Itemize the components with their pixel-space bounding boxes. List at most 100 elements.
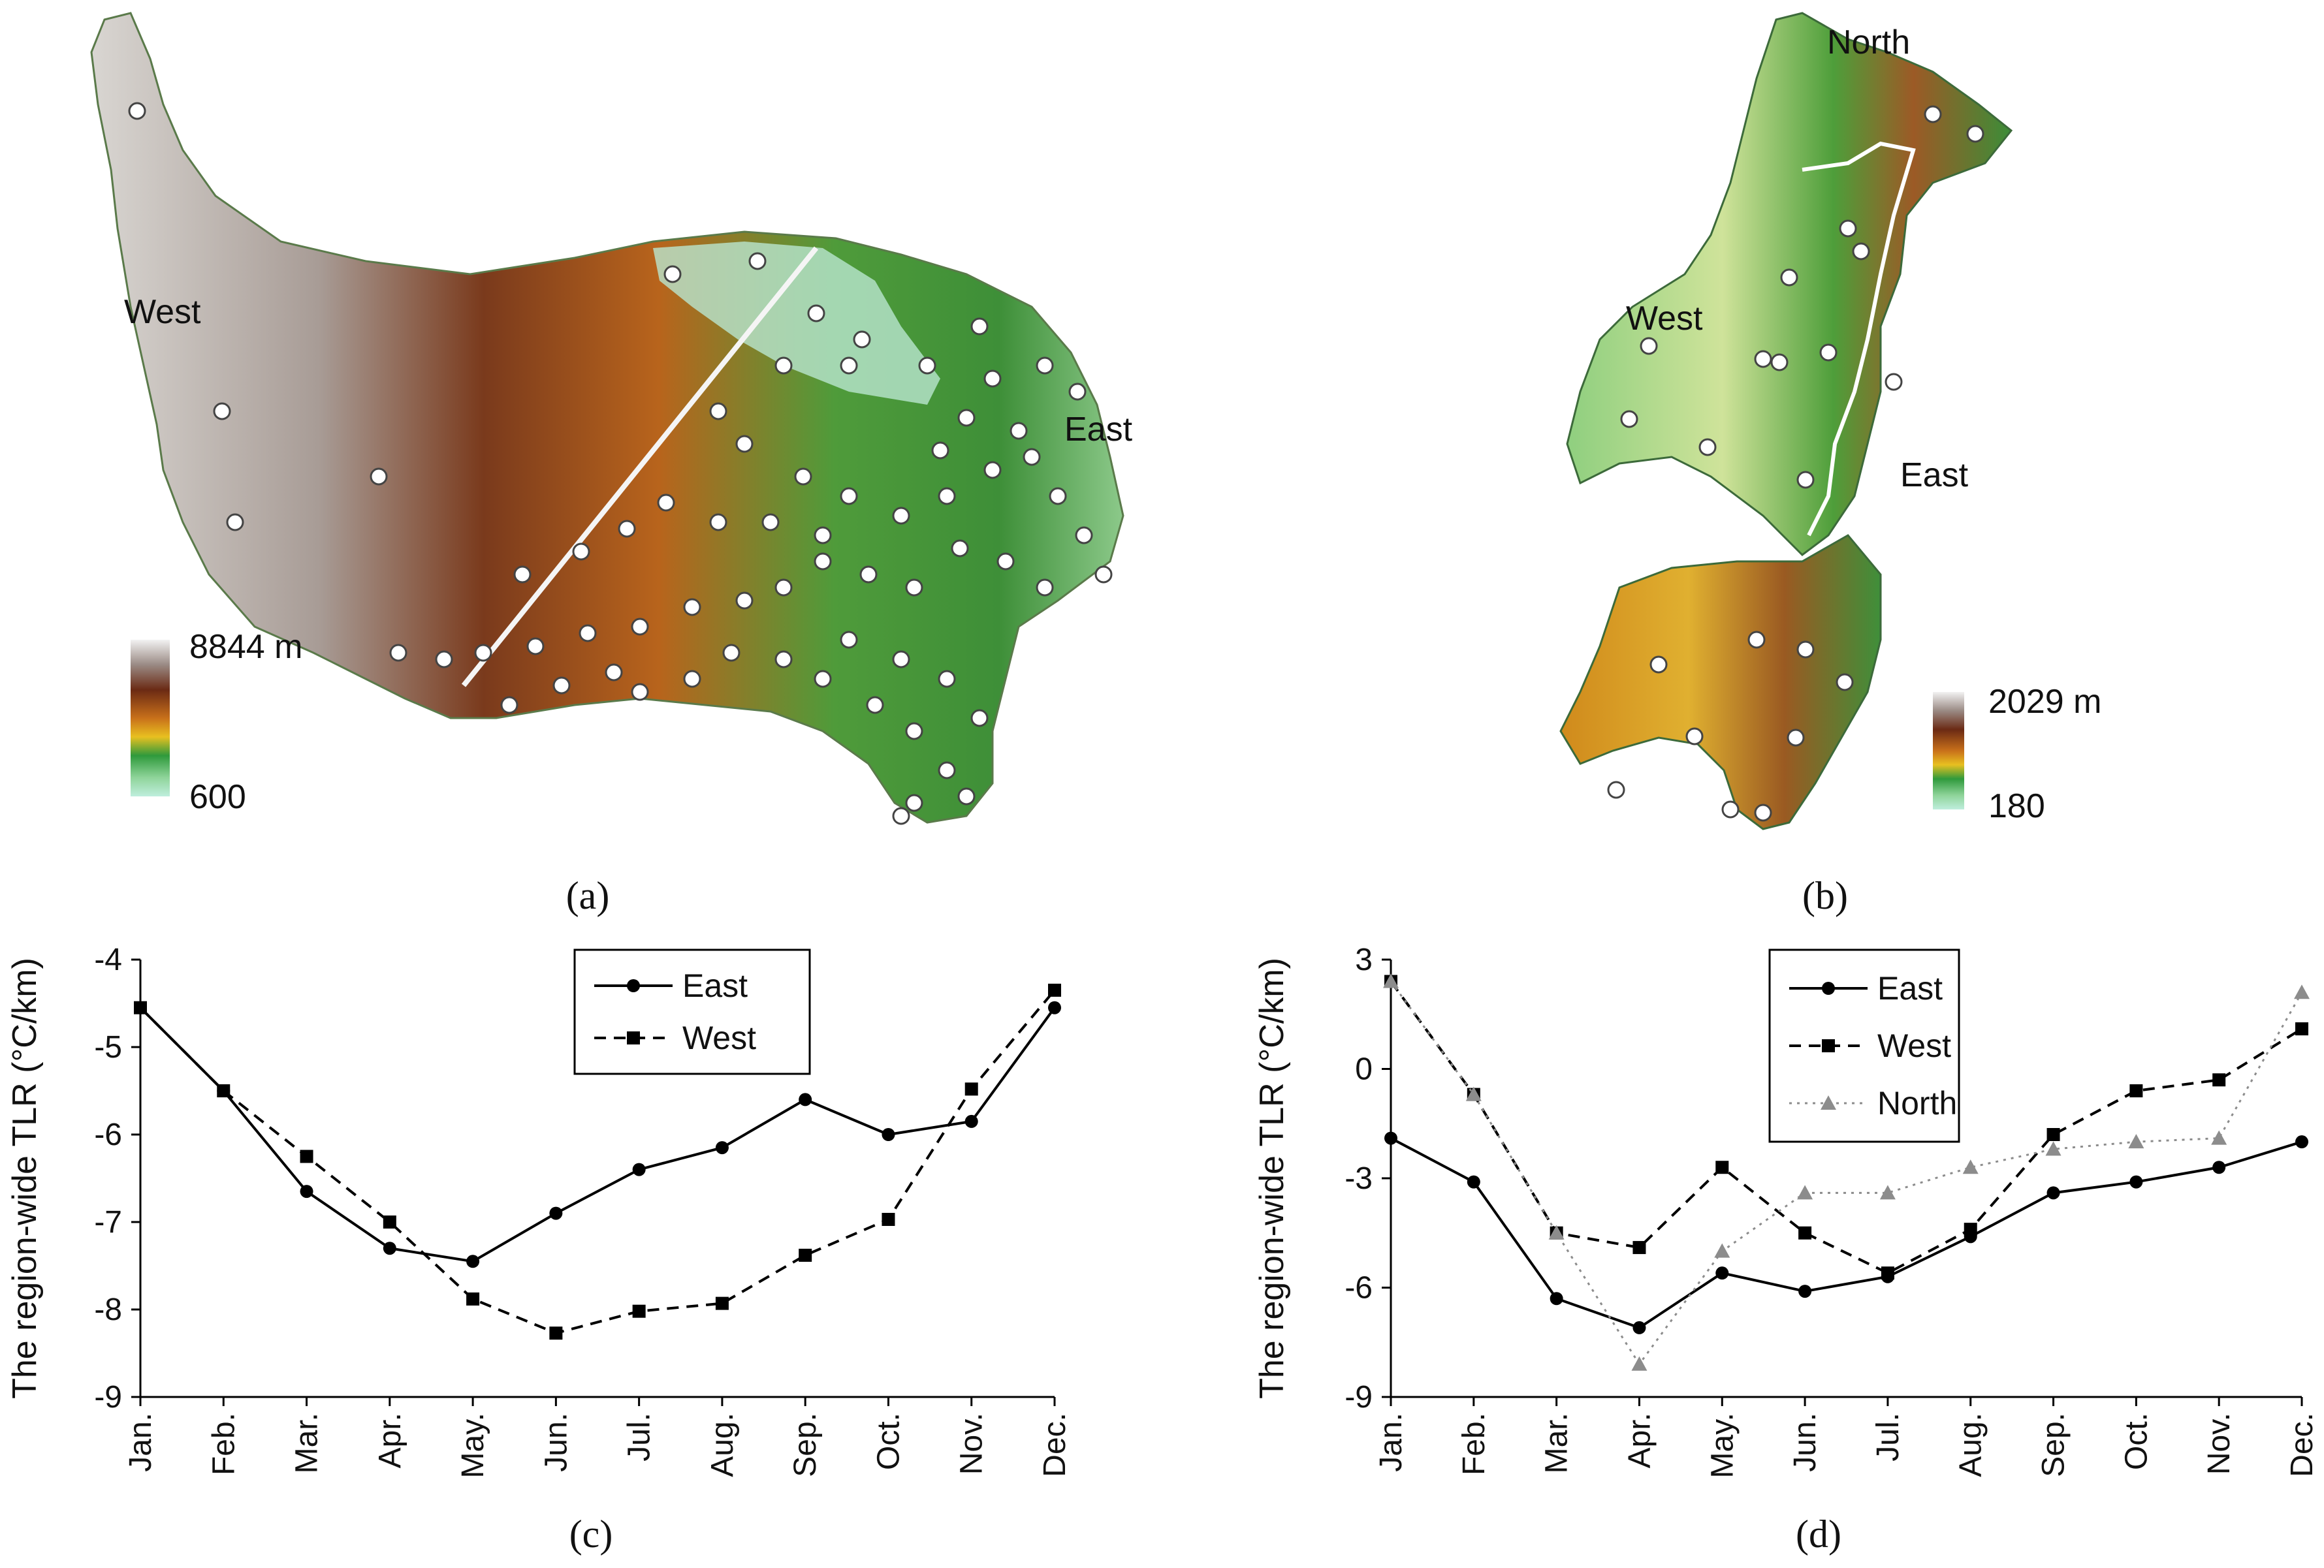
panel-b-boundary-line — [1802, 141, 1916, 537]
panel-b-label-west: West — [1626, 300, 1703, 337]
station-marker — [1852, 242, 1870, 260]
x-tick-label: Feb. — [1457, 1413, 1491, 1475]
x-tick-label: May. — [1705, 1413, 1740, 1478]
data-point-east — [1048, 1001, 1061, 1014]
station-marker — [748, 252, 767, 270]
station-marker — [983, 461, 1002, 479]
data-point-west — [799, 1248, 812, 1262]
station-marker — [1649, 655, 1668, 674]
legend-label-east: East — [1877, 970, 1943, 1007]
station-marker — [774, 650, 793, 668]
legend-label-east: East — [682, 967, 748, 1004]
data-point-east — [2212, 1161, 2226, 1174]
x-tick-label: Sep. — [2037, 1413, 2071, 1477]
x-tick-label: Jul. — [622, 1413, 657, 1462]
station-marker — [892, 507, 910, 525]
panel-d-caption: (d) — [1796, 1513, 1841, 1556]
station-marker — [631, 683, 649, 701]
station-marker — [814, 552, 832, 571]
station-marker — [128, 102, 146, 120]
data-point-north — [1383, 973, 1399, 988]
station-marker — [1796, 640, 1815, 659]
panel-b-label-north: North — [1827, 24, 1910, 61]
station-marker — [905, 578, 923, 597]
data-point-north — [2045, 1141, 2061, 1156]
data-point-west — [1715, 1161, 1729, 1174]
panel-b-scale-bottom: 180 — [1988, 787, 2045, 825]
panel-a-scale-top: 8844 m — [189, 628, 302, 666]
station-marker — [1839, 219, 1857, 238]
data-point-north — [1465, 1086, 1482, 1101]
panel-b-terrain-south — [1559, 534, 1882, 830]
station-marker — [840, 356, 858, 375]
x-tick-label: Dec. — [2285, 1413, 2319, 1477]
station-marker — [840, 631, 858, 649]
panel-a-terrain — [90, 12, 1124, 824]
panel-a-caption: (a) — [566, 874, 610, 917]
station-marker — [814, 526, 832, 544]
station-marker — [1620, 410, 1638, 428]
panel-b-scale-top: 2029 m — [1988, 683, 2101, 721]
station-marker — [709, 513, 727, 531]
x-tick-label: Jun. — [539, 1413, 573, 1472]
y-tick-label: 3 — [1355, 943, 1373, 977]
station-marker — [657, 494, 675, 512]
data-point-west — [882, 1212, 895, 1226]
station-marker — [500, 696, 518, 714]
station-marker — [774, 356, 793, 375]
x-tick-label: Nov. — [955, 1413, 989, 1475]
station-marker — [1754, 804, 1772, 822]
x-tick-label: Jan. — [1374, 1413, 1409, 1472]
station-marker — [389, 644, 407, 662]
station-marker — [938, 761, 956, 779]
y-axis-label: The region-wide TLR (°C/km) — [1253, 958, 1291, 1399]
station-marker — [840, 487, 858, 505]
data-point-north — [2294, 984, 2310, 999]
station-marker — [951, 539, 969, 557]
station-marker — [1924, 105, 1942, 123]
data-point-east — [882, 1128, 895, 1141]
station-marker — [1698, 438, 1717, 456]
data-point-north — [1548, 1225, 1565, 1240]
series-line-north — [1390, 980, 2303, 1366]
data-point-west — [2129, 1084, 2143, 1097]
x-tick-label: Aug. — [705, 1413, 740, 1477]
y-tick-label: -6 — [1345, 1271, 1373, 1306]
station-marker — [905, 722, 923, 740]
y-tick-label: -9 — [1345, 1380, 1373, 1415]
station-marker — [1787, 729, 1805, 747]
station-marker — [1049, 487, 1067, 505]
station-marker — [722, 644, 740, 662]
station-marker — [1836, 673, 1854, 691]
panel-b-elevation-scale — [1933, 692, 1964, 809]
data-point-east — [715, 1141, 729, 1155]
data-point-east — [300, 1185, 313, 1199]
station-marker — [735, 435, 754, 453]
x-tick-label: May. — [456, 1413, 490, 1478]
data-point-west — [549, 1326, 563, 1340]
station-marker — [683, 670, 701, 688]
panel-a-stations — [128, 102, 1113, 825]
data-point-north — [2211, 1130, 2227, 1145]
legend-label-west: West — [682, 1020, 756, 1056]
panel-b-map: North West East 2029 m 180 (b) — [1559, 12, 2101, 917]
x-tick-label: Sep. — [788, 1413, 823, 1477]
data-point-east — [964, 1114, 978, 1128]
y-tick-label: -9 — [94, 1380, 122, 1415]
station-marker — [474, 644, 492, 662]
series-line-west — [139, 989, 1056, 1335]
station-marker — [370, 467, 388, 486]
station-marker — [213, 402, 231, 420]
x-tick-label: Jan. — [123, 1413, 158, 1472]
legend-marker-west — [627, 1031, 640, 1044]
panel-a-label-east: East — [1064, 411, 1133, 448]
station-marker — [931, 441, 949, 460]
station-marker — [663, 265, 682, 283]
data-point-west — [1881, 1266, 1894, 1280]
station-marker — [513, 565, 532, 584]
station-marker — [435, 650, 453, 668]
data-point-east — [2046, 1186, 2060, 1200]
panel-a-scale-bottom: 600 — [189, 778, 246, 816]
station-marker — [1966, 125, 1984, 143]
